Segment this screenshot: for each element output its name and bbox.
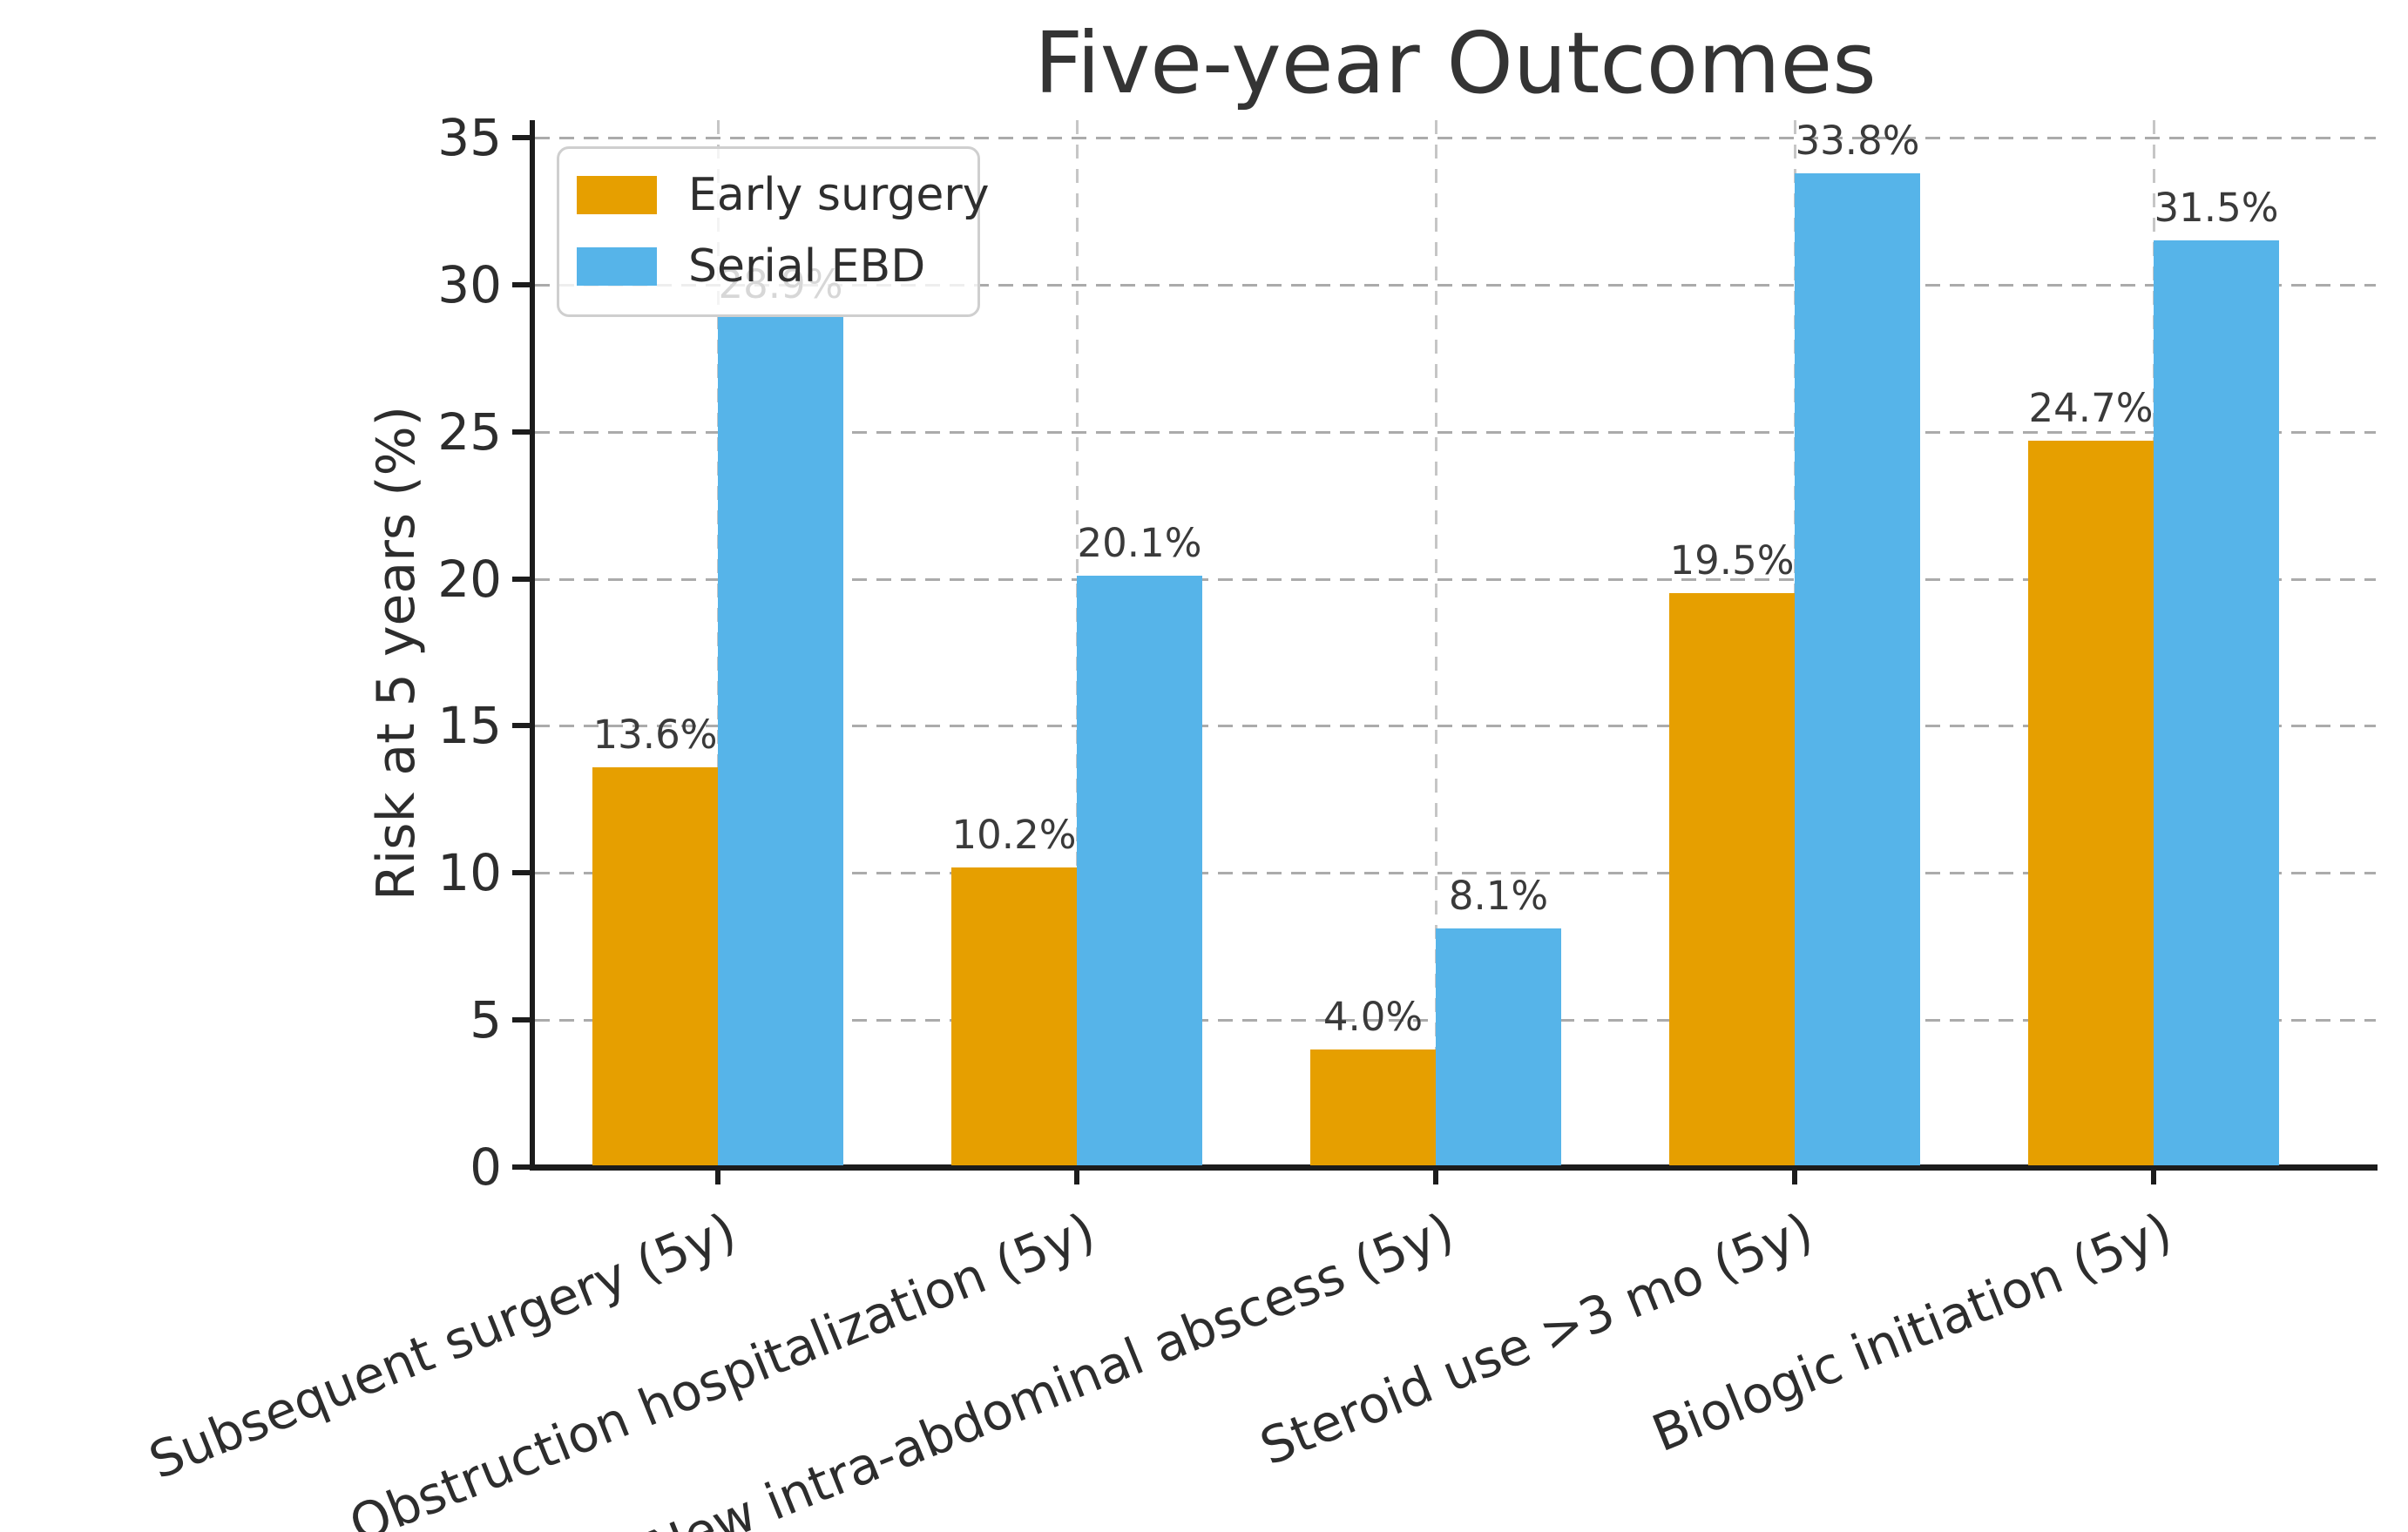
y-tick-mark-30 bbox=[512, 282, 530, 287]
gridline-y-25 bbox=[535, 431, 2376, 434]
value-label-serial-ebd-1: 20.1% bbox=[1077, 520, 1202, 566]
y-tick-label-10: 10 bbox=[437, 843, 502, 902]
bar-serial-ebd-2 bbox=[1436, 928, 1561, 1165]
bar-serial-ebd-3 bbox=[1795, 173, 1920, 1165]
x-tick-mark-1 bbox=[1074, 1167, 1079, 1184]
value-label-early-surgery-2: 4.0% bbox=[1322, 994, 1424, 1040]
bar-serial-ebd-1 bbox=[1077, 576, 1202, 1165]
y-tick-label-35: 35 bbox=[437, 108, 502, 167]
gridline-y-15 bbox=[535, 725, 2376, 727]
legend-item: Serial EBD bbox=[559, 231, 977, 302]
value-label-serial-ebd-3: 33.8% bbox=[1795, 118, 1920, 164]
legend-item: Early surgery bbox=[559, 159, 990, 231]
gridline-x-2 bbox=[1435, 120, 1437, 1165]
legend-swatch-icon bbox=[577, 247, 657, 286]
legend: Early surgery Serial EBD bbox=[557, 146, 990, 317]
bar-early-surgery-4 bbox=[2028, 441, 2154, 1165]
y-tick-mark-5 bbox=[512, 1017, 530, 1022]
x-tick-mark-4 bbox=[2151, 1167, 2156, 1184]
y-axis-label: Risk at 5 years (%) bbox=[366, 405, 427, 901]
value-label-early-surgery-1: 10.2% bbox=[951, 812, 1077, 858]
y-tick-label-20: 20 bbox=[437, 550, 502, 609]
gridline-y-35 bbox=[535, 137, 2376, 139]
gridline-y-20 bbox=[535, 578, 2376, 581]
bar-serial-ebd-4 bbox=[2154, 240, 2279, 1165]
y-tick-mark-25 bbox=[512, 429, 530, 435]
y-tick-mark-20 bbox=[512, 577, 530, 582]
y-tick-mark-35 bbox=[512, 135, 530, 140]
y-axis-spine bbox=[530, 120, 535, 1171]
gridline-y-10 bbox=[535, 872, 2376, 874]
y-tick-label-25: 25 bbox=[437, 402, 502, 462]
y-tick-label-15: 15 bbox=[437, 696, 502, 755]
bar-early-surgery-3 bbox=[1669, 593, 1795, 1165]
y-tick-mark-10 bbox=[512, 870, 530, 875]
x-tick-mark-0 bbox=[715, 1167, 720, 1184]
value-label-early-surgery-0: 13.6% bbox=[592, 712, 718, 758]
y-tick-label-0: 0 bbox=[470, 1137, 502, 1197]
legend-label: Serial EBD bbox=[688, 240, 926, 293]
value-label-serial-ebd-2: 8.1% bbox=[1448, 873, 1549, 919]
x-axis-spine bbox=[530, 1164, 2378, 1171]
bar-early-surgery-2 bbox=[1310, 1049, 1436, 1165]
bar-early-surgery-1 bbox=[951, 867, 1077, 1165]
x-tick-mark-2 bbox=[1433, 1167, 1438, 1184]
bar-early-surgery-0 bbox=[592, 767, 718, 1165]
legend-swatch-icon bbox=[577, 176, 657, 214]
x-tick-mark-3 bbox=[1792, 1167, 1797, 1184]
value-label-early-surgery-4: 24.7% bbox=[2028, 385, 2154, 431]
y-tick-label-30: 30 bbox=[437, 255, 502, 314]
chart-title: Five-year Outcomes bbox=[1034, 14, 1877, 112]
value-label-early-surgery-3: 19.5% bbox=[1669, 537, 1795, 584]
y-tick-mark-0 bbox=[512, 1164, 530, 1170]
gridline-y-30 bbox=[535, 284, 2376, 287]
bar-serial-ebd-0 bbox=[718, 317, 843, 1165]
legend-label: Early surgery bbox=[688, 169, 990, 221]
y-tick-mark-15 bbox=[512, 723, 530, 728]
y-tick-label-5: 5 bbox=[470, 990, 502, 1049]
value-label-serial-ebd-4: 31.5% bbox=[2154, 185, 2279, 231]
